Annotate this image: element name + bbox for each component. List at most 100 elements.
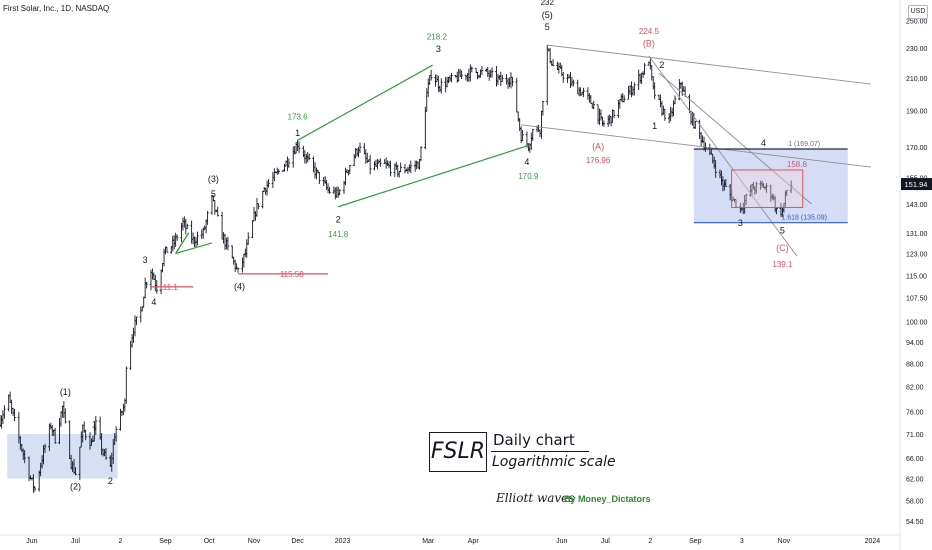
price-bar [74, 467, 77, 476]
price-bar [328, 187, 331, 194]
price-bar [489, 69, 492, 78]
price-bar [556, 61, 559, 71]
price-bar [630, 81, 633, 98]
wave-label: 4 [151, 297, 156, 307]
y-tick-label: 58.00 [906, 498, 924, 505]
wave-label: 1 [92, 419, 97, 429]
price-bar [244, 248, 247, 257]
price-bar [235, 263, 238, 270]
price-bar [307, 153, 311, 161]
price-bar [358, 142, 362, 154]
price-bar [450, 72, 453, 83]
price-bar [754, 181, 758, 194]
currency-button[interactable]: USD [908, 5, 928, 19]
price-bar [384, 157, 388, 169]
trend-line [547, 44, 872, 85]
y-tick-label: 71.00 [906, 432, 924, 439]
last-price-tag [901, 178, 932, 191]
wave-label: 3 [738, 218, 743, 228]
price-bar [540, 110, 543, 139]
price-bar [505, 74, 508, 85]
price-bar [566, 73, 569, 83]
x-tick-label: 2024 [865, 538, 881, 545]
wave-label: 158.6 [787, 160, 808, 169]
price-bar [286, 156, 289, 172]
x-tick-label: Oct [204, 538, 215, 545]
wave-label: 176.96 [586, 156, 611, 165]
price-bar [470, 66, 474, 73]
price-bar [577, 87, 581, 97]
x-tick-label: 3 [740, 538, 744, 545]
price-bar [408, 164, 411, 172]
y-tick-label: 123.00 [906, 251, 928, 258]
wave-label: (4) [234, 281, 245, 291]
price-bar [10, 399, 13, 414]
price-bar [490, 67, 494, 78]
wave-label: 218.2 [427, 32, 448, 41]
price-bar [338, 189, 341, 196]
price-bar [59, 411, 63, 427]
price-bar [424, 106, 427, 150]
trend-line [521, 124, 872, 168]
price-bar [64, 408, 67, 424]
price-bar [416, 161, 420, 169]
price-bar [246, 232, 250, 245]
price-bar [53, 427, 57, 444]
price-bar [438, 85, 442, 93]
price-bar [84, 429, 87, 441]
price-bar [220, 211, 224, 240]
wave-label: 3 [436, 44, 441, 54]
price-bar [496, 73, 500, 86]
wave-label: 170.9 [518, 172, 539, 181]
x-tick-label: Sep [689, 538, 702, 545]
price-bar [164, 246, 167, 255]
price-bar [352, 153, 356, 167]
price-bar [185, 223, 189, 229]
price-bar [621, 93, 625, 103]
price-bar [386, 160, 389, 166]
price-bar [230, 245, 234, 259]
author-label: By Money_Dictators [564, 494, 651, 504]
wave-label: (5) [542, 10, 553, 20]
price-bar [277, 169, 281, 175]
price-bar [165, 246, 169, 253]
price-bar [647, 61, 651, 66]
price-bar [509, 72, 513, 89]
price-bar [262, 187, 266, 192]
price-bar [151, 268, 154, 280]
price-bar [403, 163, 407, 174]
price-bar [640, 72, 643, 84]
consolidation-box [731, 169, 804, 208]
price-bar [11, 407, 15, 416]
price-bar [659, 94, 662, 108]
price-bar [643, 63, 646, 75]
price-bar [557, 62, 561, 74]
price-bar [589, 95, 593, 104]
price-bar [322, 176, 326, 187]
price-bar [418, 159, 421, 170]
price-bar [139, 306, 143, 323]
price-bar [495, 65, 498, 87]
price-bar [283, 164, 286, 172]
price-bar [667, 113, 671, 124]
y-tick-label: 76.00 [906, 410, 924, 417]
price-bar [122, 403, 125, 416]
y-tick-label: 170.00 [906, 145, 928, 152]
y-tick-label: 115.00 [906, 274, 927, 281]
wave-label: 4 [524, 157, 529, 167]
wave-label: 5 [211, 189, 216, 199]
target-zone [7, 433, 118, 479]
price-bar [631, 86, 635, 96]
price-bar [368, 154, 372, 175]
price-bar [419, 146, 423, 162]
price-bar [1, 410, 5, 425]
price-bar [261, 190, 265, 209]
x-tick-label: 2 [648, 538, 652, 545]
price-bar [618, 99, 622, 109]
price-bar [180, 222, 183, 243]
price-bar [511, 76, 514, 87]
price-bar [287, 158, 291, 168]
wave-label: 115.58 [280, 270, 304, 279]
price-bar [255, 197, 259, 217]
